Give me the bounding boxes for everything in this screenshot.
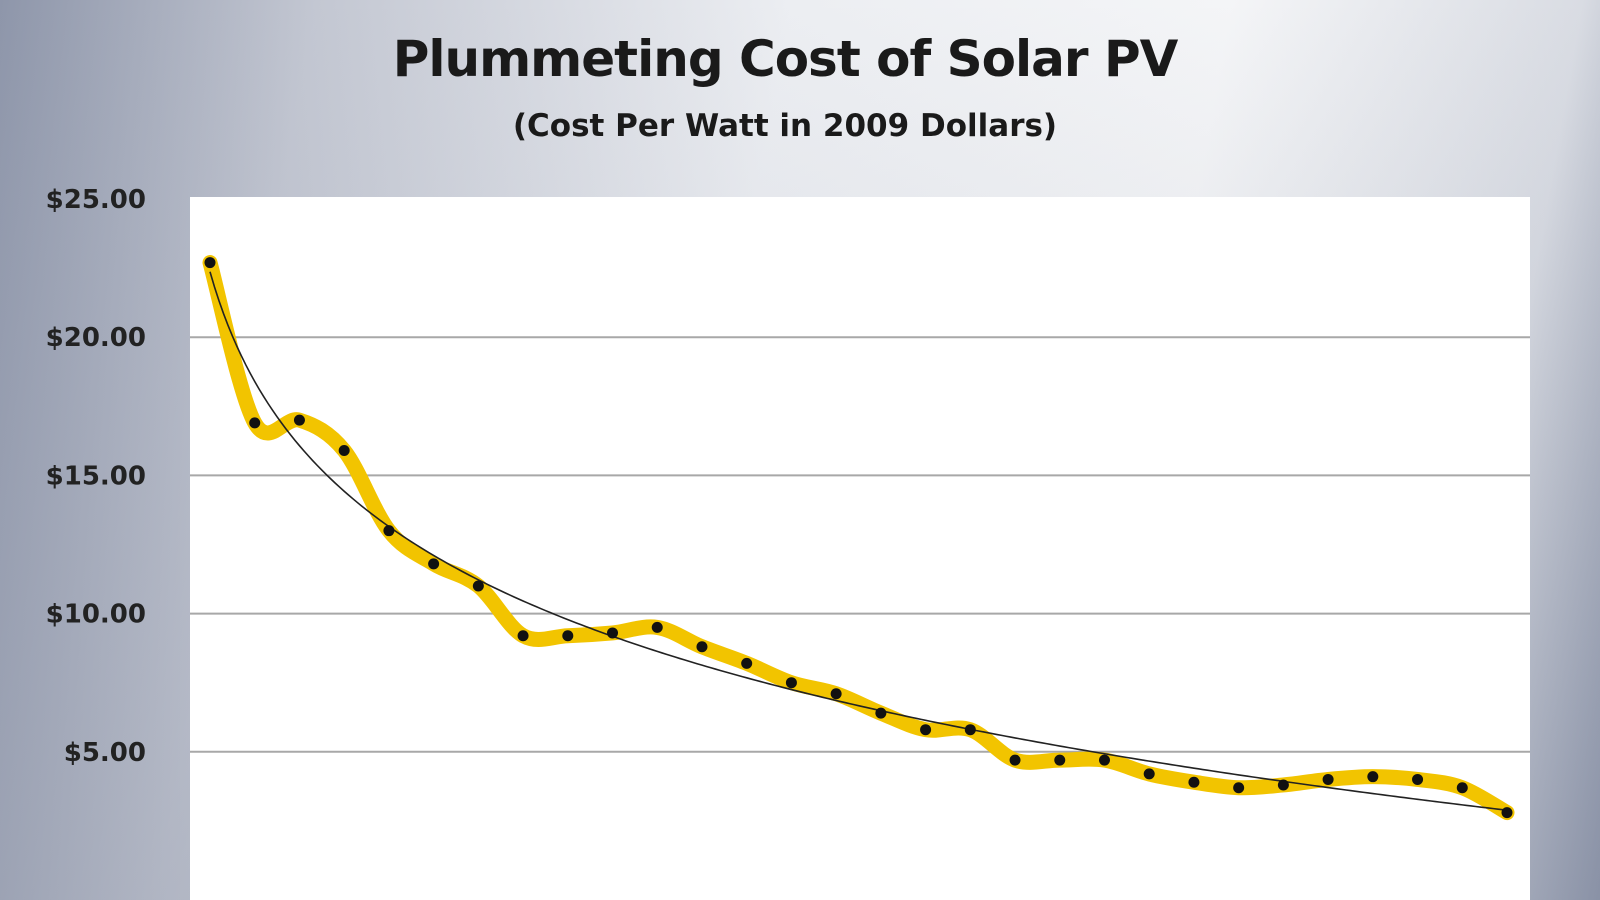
- data-point: [517, 630, 529, 642]
- data-point: [1054, 754, 1066, 766]
- data-point: [338, 445, 350, 457]
- plot-area: [190, 197, 1530, 900]
- data-point: [1009, 754, 1021, 766]
- data-point: [696, 641, 708, 653]
- data-point: [1277, 779, 1289, 791]
- data-point: [1501, 807, 1513, 819]
- data-point: [1143, 768, 1155, 780]
- y-tick-label: $25.00: [46, 185, 146, 215]
- data-point: [1367, 771, 1379, 783]
- chart-title: Plummeting Cost of Solar PV: [392, 30, 1179, 88]
- data-point: [651, 621, 663, 633]
- data-point: [785, 677, 797, 689]
- trendline: [209, 271, 1508, 812]
- data-point: [741, 657, 753, 669]
- data-point: [562, 630, 574, 642]
- data-point: [607, 627, 619, 639]
- data-point: [920, 724, 932, 736]
- y-tick-label: $15.00: [46, 461, 146, 491]
- data-point: [1322, 773, 1334, 785]
- data-point: [1233, 782, 1245, 794]
- data-point: [1456, 782, 1468, 794]
- data-point: [249, 417, 261, 429]
- data-point: [428, 558, 440, 570]
- data-point: [1098, 754, 1110, 766]
- data-point: [1412, 773, 1424, 785]
- chart-subtitle: (Cost Per Watt in 2009 Dollars): [512, 108, 1058, 144]
- y-tick-label: $20.00: [46, 323, 146, 353]
- data-point: [472, 580, 484, 592]
- data-point: [204, 257, 216, 269]
- data-point: [383, 525, 395, 537]
- data-point: [875, 707, 887, 719]
- data-point: [830, 688, 842, 700]
- data-point: [964, 724, 976, 736]
- data-point: [1188, 776, 1200, 788]
- data-point: [293, 414, 305, 426]
- y-tick-label: $10.00: [46, 600, 146, 630]
- y-tick-label: $5.00: [64, 738, 146, 768]
